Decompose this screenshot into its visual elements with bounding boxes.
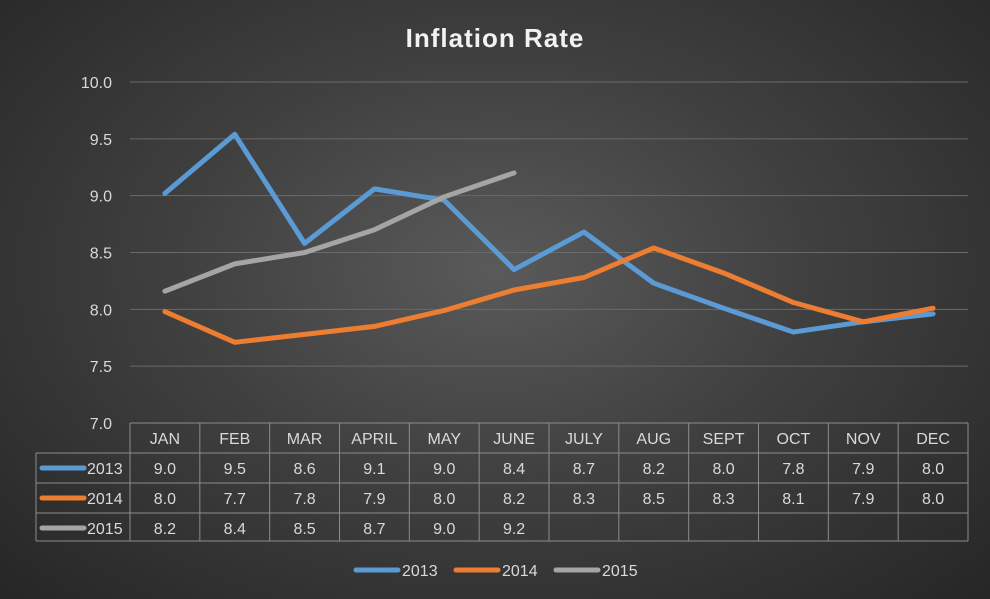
table-cell-value: 8.5	[643, 491, 665, 508]
table-cell-value: 8.7	[573, 461, 595, 478]
table-cell-value: 8.4	[503, 461, 525, 478]
table-cell-value: 8.3	[573, 491, 595, 508]
table-cell-value: 9.2	[503, 521, 525, 538]
x-tick-label: OCT	[777, 431, 811, 448]
x-tick-label: MAY	[428, 431, 462, 448]
table-cell-value: 8.2	[503, 491, 525, 508]
y-tick-label: 8.0	[90, 302, 112, 319]
y-tick-label: 8.5	[90, 246, 112, 263]
table-cell-value: 8.0	[433, 491, 455, 508]
table-cell-value: 8.7	[363, 521, 385, 538]
table-series-name: 2015	[87, 521, 123, 538]
x-tick-label: AUG	[636, 431, 671, 448]
table-cell-value: 9.5	[224, 461, 246, 478]
x-tick-label: JUNE	[493, 431, 535, 448]
table-cell-value: 8.4	[224, 521, 246, 538]
legend-label: 2013	[402, 563, 438, 580]
table-cell-value: 7.8	[293, 491, 315, 508]
table-cell-value: 7.9	[363, 491, 385, 508]
y-tick-label: 10.0	[81, 75, 112, 92]
legend-label: 2015	[602, 563, 638, 580]
x-tick-label: DEC	[916, 431, 950, 448]
table-cell-value: 9.0	[433, 521, 455, 538]
chart-title: Inflation Rate	[406, 23, 585, 53]
table-series-name: 2014	[87, 491, 123, 508]
table-cell-value: 9.0	[433, 461, 455, 478]
x-tick-label: NOV	[846, 431, 881, 448]
table-cell-value: 8.0	[922, 461, 944, 478]
x-tick-label: APRIL	[351, 431, 397, 448]
table-cell-value: 8.6	[293, 461, 315, 478]
table-cell-value: 9.1	[363, 461, 385, 478]
table-series-name: 2013	[87, 461, 123, 478]
table-cell-value: 8.2	[154, 521, 176, 538]
table-cell-value: 9.0	[154, 461, 176, 478]
x-tick-label: SEPT	[703, 431, 745, 448]
series-line-2014	[162, 245, 936, 345]
y-tick-label: 7.0	[90, 416, 112, 433]
x-tick-label: JAN	[150, 431, 180, 448]
x-tick-label: MAR	[287, 431, 323, 448]
series-line-2015	[162, 170, 517, 294]
table-cell-value: 8.2	[643, 461, 665, 478]
legend-label: 2014	[502, 563, 538, 580]
table-cell-value: 7.9	[852, 491, 874, 508]
y-tick-label: 9.0	[90, 189, 112, 206]
table-cell-value: 8.5	[293, 521, 315, 538]
y-tick-label: 9.5	[90, 132, 112, 149]
y-tick-label: 7.5	[90, 359, 112, 376]
x-tick-label: FEB	[219, 431, 250, 448]
table-cell-value: 8.3	[712, 491, 734, 508]
table-cell-value: 8.1	[782, 491, 804, 508]
table-cell-value: 8.0	[154, 491, 176, 508]
table-cell-value: 8.0	[712, 461, 734, 478]
x-tick-label: JULY	[565, 431, 603, 448]
series-line-2013	[162, 131, 936, 335]
table-cell-value: 7.7	[224, 491, 246, 508]
table-cell-value: 8.0	[922, 491, 944, 508]
table-cell-value: 7.8	[782, 461, 804, 478]
table-cell-value: 7.9	[852, 461, 874, 478]
